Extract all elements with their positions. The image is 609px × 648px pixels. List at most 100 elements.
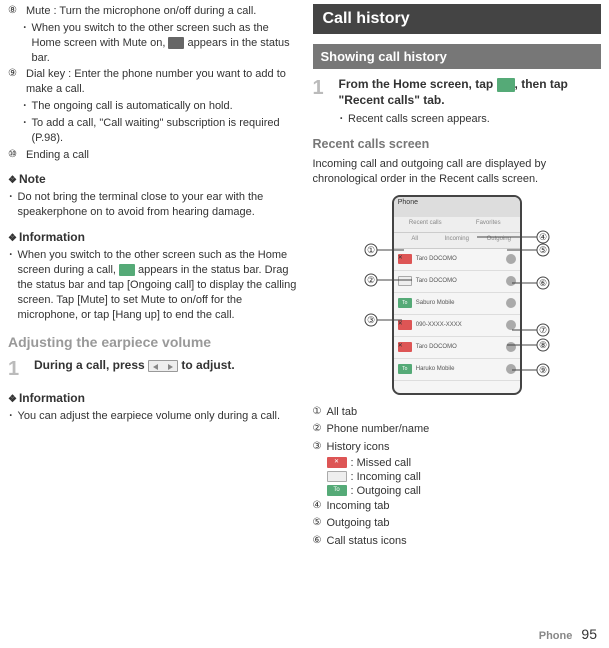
call-name: Taro DOCOMO xyxy=(416,256,504,262)
item-9-sub2-text: To add a call, "Call waiting" subscripti… xyxy=(32,116,297,146)
call-row: ✕Taro DOCOMO xyxy=(394,249,520,271)
call-icon xyxy=(119,264,135,276)
call-row: ✕ 090-XXXX-XXXX xyxy=(394,315,520,337)
step-1-sub-text: Recent calls screen appears. xyxy=(348,112,601,127)
circled-10: ⑩ xyxy=(8,148,22,163)
diamond-icon: ❖ xyxy=(8,394,17,405)
diamond-icon: ❖ xyxy=(8,233,17,244)
item-8-sub: ･ When you switch to the other screen su… xyxy=(8,21,297,66)
info1-bullet: ･ When you switch to the other screen su… xyxy=(8,248,297,322)
legend-sub-text: : Missed call xyxy=(351,457,412,469)
bullet: ･ xyxy=(8,248,14,322)
legend-3: ③History icons xyxy=(313,440,602,455)
circled-9: ⑨ xyxy=(8,67,22,97)
outgoing-icon: To xyxy=(398,298,412,308)
outgoing-call-icon: To xyxy=(327,485,347,496)
right-column: Call history Showing call history 1 From… xyxy=(313,4,602,551)
legend-num: ③ xyxy=(313,440,327,455)
bullet: ･ xyxy=(339,112,345,127)
legend-4: ④Incoming tab xyxy=(313,499,602,514)
svg-text:③: ③ xyxy=(367,315,375,325)
call-name: Taro DOCOMO xyxy=(416,344,504,350)
bullet: ･ xyxy=(8,190,14,220)
incoming-call-icon xyxy=(327,471,347,482)
legend-text: Call status icons xyxy=(327,534,602,549)
call-row: ToHaruko Mobile xyxy=(394,359,520,381)
screenshot-wrap: Phone Recent calls Favorites All Incomin… xyxy=(357,195,557,395)
phone-main-tabs: Recent calls Favorites xyxy=(394,217,520,233)
call-row: Taro DOCOMO xyxy=(394,271,520,293)
step-1-sub: ･ Recent calls screen appears. xyxy=(339,112,602,127)
legend-3-missed: ✕ : Missed call xyxy=(327,457,602,469)
step-number: 1 xyxy=(8,358,24,381)
step-number: 1 xyxy=(313,77,329,108)
call-status-icon xyxy=(506,364,516,374)
adjust-heading: Adjusting the earpiece volume xyxy=(8,334,297,350)
legend-text: All tab xyxy=(327,405,602,420)
call-name: Taro DOCOMO xyxy=(416,278,504,284)
step-text: During a call, press to adjust. xyxy=(34,358,297,381)
phone-header: Phone xyxy=(394,197,520,217)
info1-heading-text: Information xyxy=(19,230,85,244)
legend-num: ① xyxy=(313,405,327,420)
call-rows: ✕Taro DOCOMOTaro DOCOMOToSaburo Mobile✕0… xyxy=(394,249,520,381)
tab-favorites: Favorites xyxy=(457,217,520,232)
item-9-text: Dial key : Enter the phone number you wa… xyxy=(26,67,297,97)
legend-2: ②Phone number/name xyxy=(313,422,602,437)
mute-icon xyxy=(168,37,184,49)
legend-num: ④ xyxy=(313,499,327,514)
footer: Phone 95 xyxy=(539,626,597,642)
legend-1: ①All tab xyxy=(313,405,602,420)
diamond-icon: ❖ xyxy=(8,175,17,186)
call-name: 090-XXXX-XXXX xyxy=(416,322,504,328)
missed-icon: ✕ xyxy=(398,342,412,352)
svg-text:⑤: ⑤ xyxy=(539,245,547,255)
subtab-incoming: Incoming xyxy=(436,233,478,248)
bullet: ･ xyxy=(22,99,28,114)
svg-text:①: ① xyxy=(367,245,375,255)
bullet: ･ xyxy=(22,116,28,146)
legend-sub-text: : Incoming call xyxy=(351,471,421,483)
text-part: From the Home screen, tap xyxy=(339,77,497,91)
svg-text:④: ④ xyxy=(539,232,547,242)
phone-app-icon xyxy=(497,78,515,92)
item-8: ⑧ Mute : Turn the microphone on/off duri… xyxy=(8,4,297,19)
call-status-icon xyxy=(506,298,516,308)
missed-icon: ✕ xyxy=(398,320,412,330)
call-status-icon xyxy=(506,254,516,264)
legend-text: Incoming tab xyxy=(327,499,602,514)
legend-num: ⑤ xyxy=(313,516,327,531)
call-status-icon xyxy=(506,342,516,352)
footer-label: Phone xyxy=(539,630,573,642)
volume-key-icon xyxy=(148,360,178,372)
info2-text: You can adjust the earpiece volume only … xyxy=(18,409,297,424)
legend-text: Phone number/name xyxy=(327,422,602,437)
note-heading-text: Note xyxy=(19,172,46,186)
bullet: ･ xyxy=(8,409,14,424)
outgoing-icon: To xyxy=(398,364,412,374)
call-name: Saburo Mobile xyxy=(416,300,504,306)
call-row: To Saburo Mobile xyxy=(394,293,520,315)
call-status-icon xyxy=(506,320,516,330)
info2-bullet: ･ You can adjust the earpiece volume onl… xyxy=(8,409,297,424)
legend-num: ⑥ xyxy=(313,534,327,549)
item-10: ⑩ Ending a call xyxy=(8,148,297,163)
legend-sub-text: : Outgoing call xyxy=(351,485,421,497)
item-9-sub1: ･ The ongoing call is automatically on h… xyxy=(8,99,297,114)
chapter-banner: Call history xyxy=(313,4,602,34)
recent-calls-heading: Recent calls screen xyxy=(313,137,602,151)
text-part: to adjust. xyxy=(178,358,235,372)
legend-num: ② xyxy=(313,422,327,437)
section-banner: Showing call history xyxy=(313,44,602,69)
step-text: From the Home screen, tap , then tap "Re… xyxy=(339,77,602,108)
svg-text:⑥: ⑥ xyxy=(539,278,547,288)
svg-text:②: ② xyxy=(367,275,375,285)
legend: ①All tab ②Phone number/name ③History ico… xyxy=(313,405,602,549)
missed-call-icon: ✕ xyxy=(327,457,347,468)
left-column: ⑧ Mute : Turn the microphone on/off duri… xyxy=(8,4,297,551)
legend-3-outgoing: To : Outgoing call xyxy=(327,485,602,497)
note-heading: ❖Note xyxy=(8,172,297,186)
svg-text:⑨: ⑨ xyxy=(539,365,547,375)
info2-heading: ❖Information xyxy=(8,391,297,405)
note-bullet: ･ Do not bring the terminal close to you… xyxy=(8,190,297,220)
